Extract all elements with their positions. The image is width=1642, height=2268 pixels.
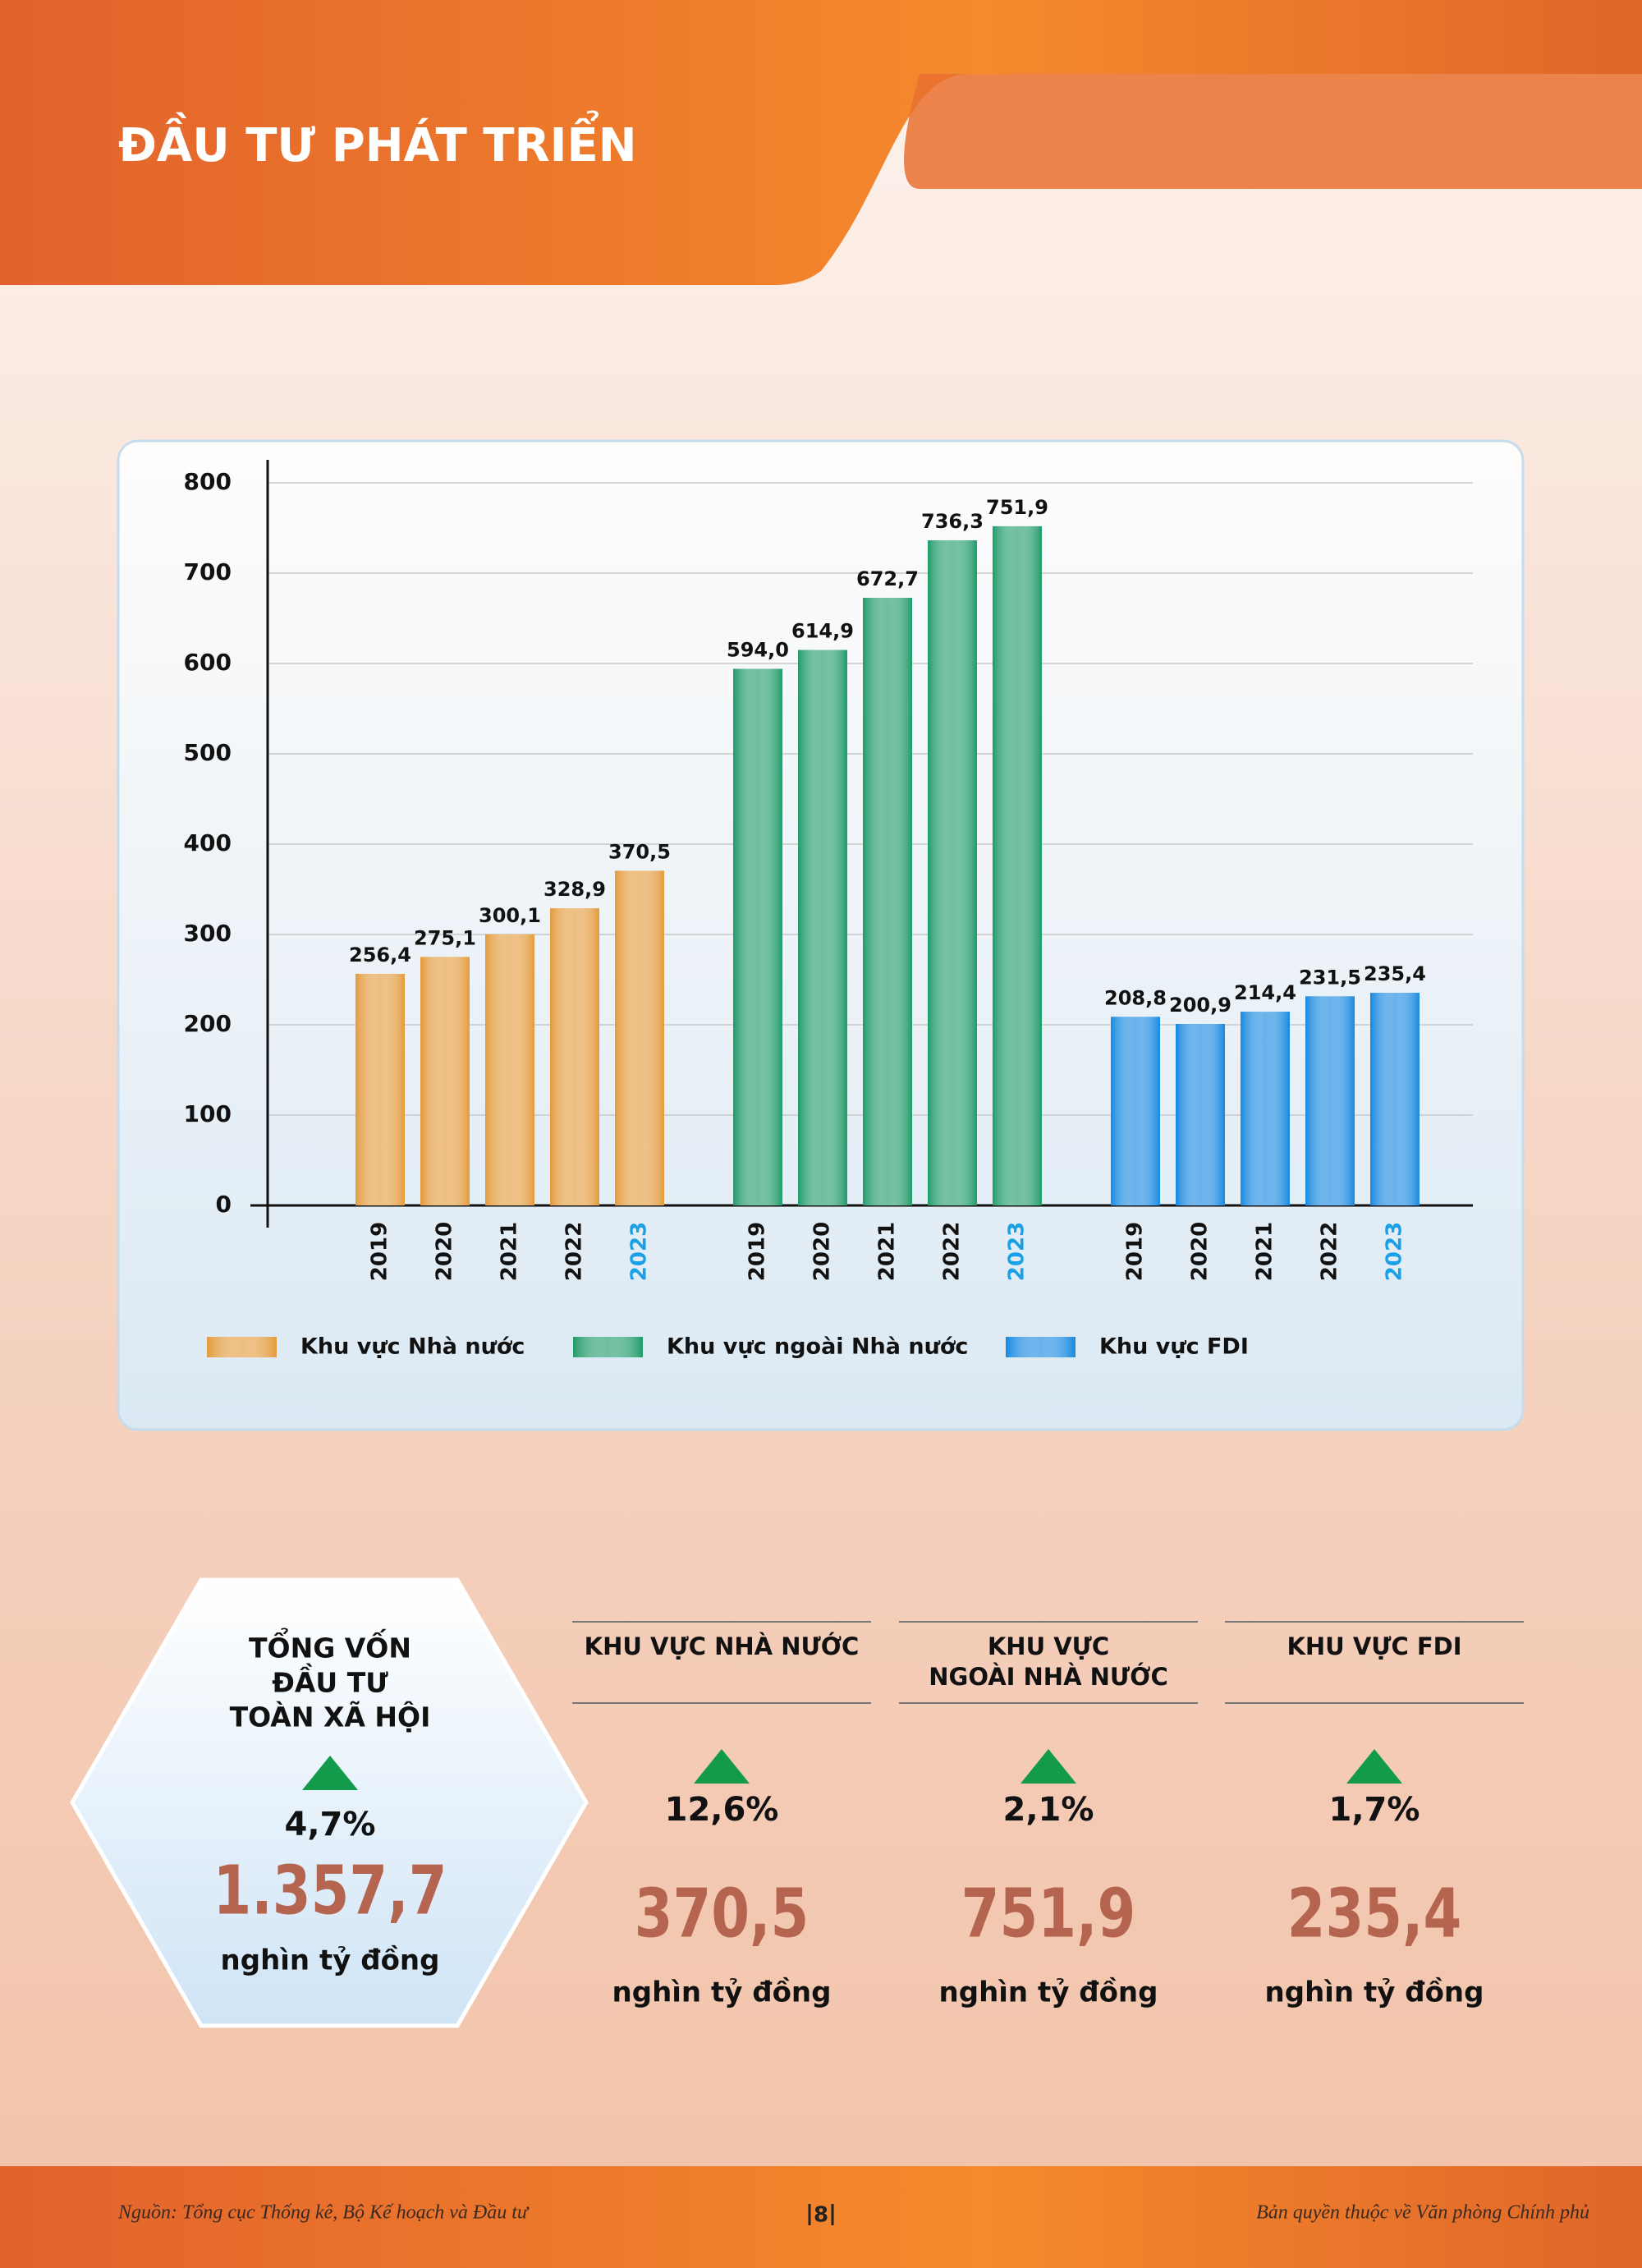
x-tick-label: 2023 [1005,1222,1030,1281]
bar [355,973,405,1205]
x-tick-label: 2022 [1318,1222,1342,1281]
y-tick-label: 400 [184,829,232,856]
x-tick-label: 2020 [1188,1222,1213,1281]
x-tick-label: 2019 [745,1222,770,1281]
card-value: 370,5 [635,1874,810,1953]
x-tick-label: 2020 [433,1222,457,1281]
hexagon [70,1577,589,2028]
value-label: 736,3 [921,510,984,533]
bar [420,957,470,1205]
bar [1176,1024,1225,1205]
x-tick-label: 2021 [1253,1222,1277,1281]
bar [928,540,977,1205]
bar [733,668,782,1205]
total-value: 1.357,7 [213,1851,447,1930]
value-label: 256,4 [349,943,411,966]
value-label: 300,1 [479,904,541,927]
card-title: NGOÀI NHÀ NƯỚC [929,1663,1167,1691]
value-label: 328,9 [544,878,606,901]
chart: 0 100 200 300 400 500 600 700 800 256,4 2019 275,1 2… [184,460,1473,1360]
total-unit: nghìn tỷ đồng [221,1944,440,1977]
y-tick-label: 600 [184,649,232,676]
legend-swatch [573,1337,643,1357]
x-tick-label: 2019 [368,1222,392,1281]
value-label: 370,5 [608,840,671,863]
x-tick-label: 2020 [810,1222,835,1281]
y-tick-label: 700 [184,558,232,585]
value-label: 200,9 [1169,994,1232,1017]
x-tick-label: 2021 [875,1222,900,1281]
header-ribbon [904,74,1642,189]
bar [550,908,599,1205]
page-number: 8 [814,2203,828,2228]
y-tick-label: 100 [184,1100,232,1127]
y-tick-label: 300 [184,920,232,947]
bar [1111,1017,1160,1205]
y-tick-label: 200 [184,1010,232,1037]
card-growth: 2,1% [1003,1791,1094,1829]
legend-label: Khu vực Nhà nước [300,1334,525,1360]
value-label: 208,8 [1104,986,1167,1009]
card-value: 751,9 [961,1874,1136,1953]
y-tick-label: 800 [184,468,232,495]
up-arrow [302,1756,358,1790]
header-band [0,0,1642,285]
x-tick-label: 2022 [562,1222,587,1281]
card-title: KHU VỰC [988,1632,1109,1660]
bar [1305,996,1355,1205]
legend-label: Khu vực FDI [1099,1334,1249,1360]
card-unit: nghìn tỷ đồng [939,1976,1158,2009]
legend-swatch [207,1337,277,1357]
x-tick-label: 2023 [627,1222,652,1281]
bar [485,934,534,1205]
value-label: 594,0 [727,639,789,662]
x-tick-label: 2023 [1383,1222,1407,1281]
legend-label: Khu vực ngoài Nhà nước [667,1334,968,1360]
footer-source: Nguồn: Tổng cục Thống kê, Bộ Kế hoạch và… [117,2202,530,2224]
y-tick-label: 0 [216,1191,232,1218]
value-label: 751,9 [986,496,1048,519]
bar [615,870,664,1205]
card-title: KHU VỰC FDI [1287,1632,1461,1660]
up-arrow [694,1749,750,1784]
legend-swatch [1006,1337,1076,1357]
page-title: ĐẦU TƯ PHÁT TRIỂN [118,112,637,172]
bar [798,650,847,1205]
bar [1370,993,1420,1205]
card-unit: nghìn tỷ đồng [612,1976,832,2009]
card-unit: nghìn tỷ đồng [1265,1976,1484,2009]
card-title: KHU VỰC NHÀ NƯỚC [585,1632,860,1660]
total-title: TỔNG VỐN [249,1627,411,1664]
bar [993,526,1042,1205]
card-growth: 1,7% [1329,1791,1420,1829]
value-label: 231,5 [1299,966,1361,989]
value-label: 214,4 [1234,981,1296,1004]
y-tick-label: 500 [184,739,232,766]
bar [1241,1012,1290,1205]
value-label: 235,4 [1364,962,1426,985]
total-title: ĐẦU TƯ [272,1663,388,1699]
bar [863,598,912,1205]
up-arrow [1021,1749,1076,1784]
total-title: TOÀN XÃ HỘI [230,1701,431,1733]
value-label: 672,7 [856,567,919,590]
footer-copyright: Bản quyền thuộc về Văn phòng Chính phủ [1256,2202,1589,2224]
up-arrow [1346,1749,1402,1784]
x-tick-label: 2022 [940,1222,965,1281]
value-label: 275,1 [414,926,476,949]
footer-band [0,2166,1642,2268]
card-value: 235,4 [1287,1874,1462,1953]
x-tick-label: 2021 [498,1222,522,1281]
total-growth: 4,7% [285,1806,376,1843]
card-growth: 12,6% [665,1791,779,1829]
value-label: 614,9 [791,620,854,643]
x-tick-label: 2019 [1123,1222,1148,1281]
